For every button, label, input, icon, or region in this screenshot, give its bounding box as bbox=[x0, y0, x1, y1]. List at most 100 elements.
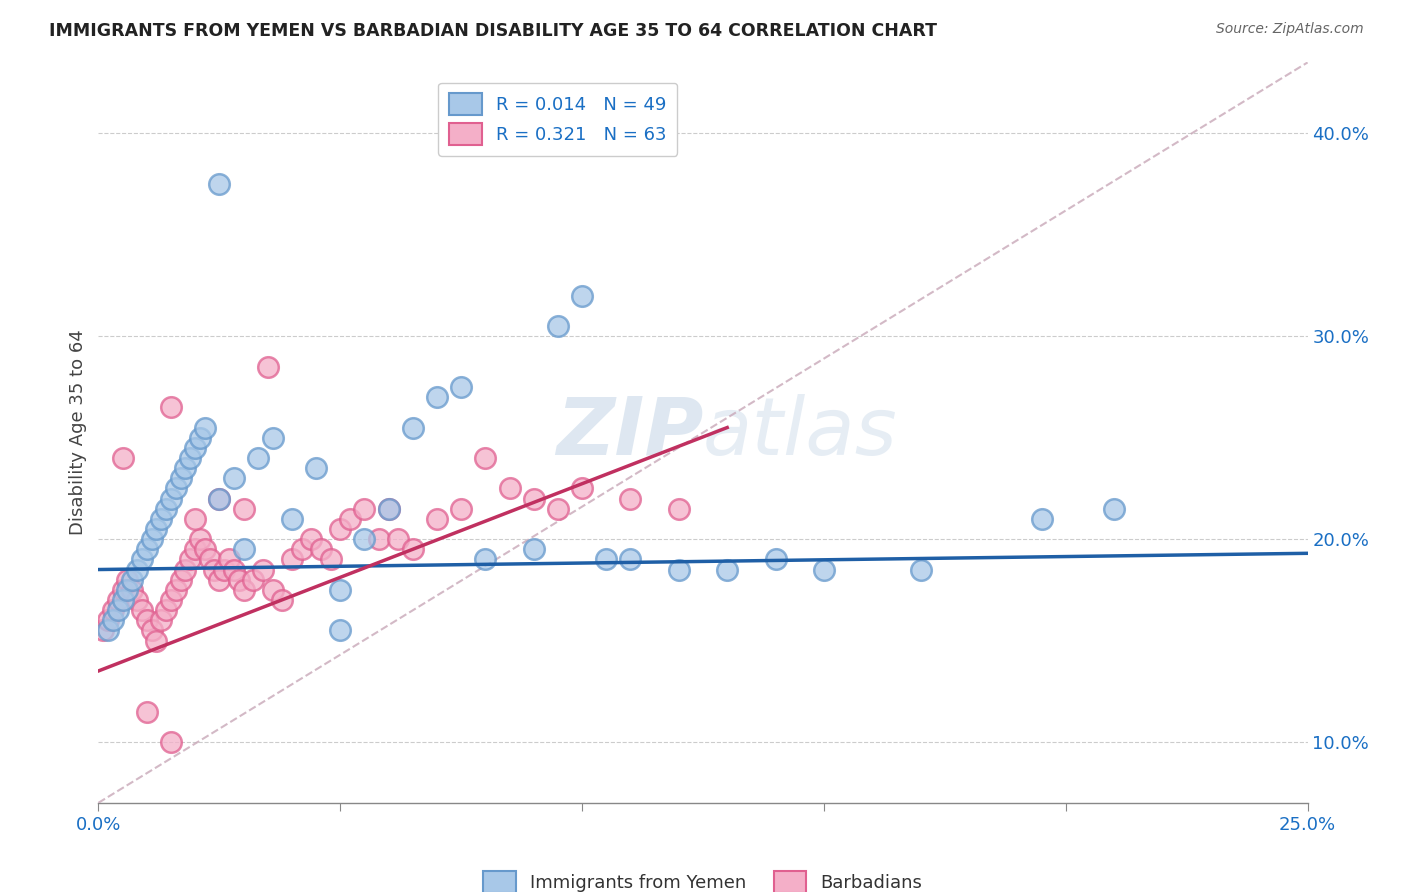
Point bbox=[813, 562, 835, 576]
Point bbox=[131, 552, 153, 566]
Text: atlas: atlas bbox=[703, 393, 898, 472]
Point bbox=[232, 582, 254, 597]
Point bbox=[232, 501, 254, 516]
Point bbox=[111, 582, 134, 597]
Point bbox=[474, 552, 496, 566]
Point bbox=[160, 735, 183, 749]
Point bbox=[160, 491, 183, 506]
Point bbox=[97, 613, 120, 627]
Point bbox=[169, 573, 191, 587]
Point bbox=[188, 431, 211, 445]
Point bbox=[228, 573, 250, 587]
Text: ZIP: ZIP bbox=[555, 393, 703, 472]
Text: IMMIGRANTS FROM YEMEN VS BARBADIAN DISABILITY AGE 35 TO 64 CORRELATION CHART: IMMIGRANTS FROM YEMEN VS BARBADIAN DISAB… bbox=[49, 22, 938, 40]
Point bbox=[426, 390, 449, 404]
Point bbox=[174, 562, 197, 576]
Point bbox=[145, 633, 167, 648]
Point bbox=[150, 512, 173, 526]
Point bbox=[353, 501, 375, 516]
Point bbox=[339, 512, 361, 526]
Point bbox=[387, 532, 409, 546]
Point bbox=[179, 552, 201, 566]
Point bbox=[232, 542, 254, 557]
Point bbox=[127, 562, 149, 576]
Point bbox=[377, 501, 399, 516]
Point bbox=[145, 522, 167, 536]
Point bbox=[208, 491, 231, 506]
Point bbox=[107, 593, 129, 607]
Point bbox=[910, 562, 932, 576]
Point bbox=[150, 613, 173, 627]
Point bbox=[165, 482, 187, 496]
Point bbox=[474, 450, 496, 465]
Point bbox=[135, 613, 157, 627]
Point bbox=[184, 512, 207, 526]
Point bbox=[222, 562, 245, 576]
Point bbox=[262, 431, 284, 445]
Point bbox=[426, 512, 449, 526]
Point bbox=[184, 542, 207, 557]
Point bbox=[194, 542, 217, 557]
Point bbox=[523, 491, 546, 506]
Point bbox=[281, 512, 304, 526]
Point bbox=[523, 542, 546, 557]
Point bbox=[547, 319, 569, 334]
Point bbox=[184, 441, 207, 455]
Point bbox=[319, 552, 342, 566]
Point bbox=[135, 542, 157, 557]
Point bbox=[111, 450, 134, 465]
Point bbox=[368, 532, 391, 546]
Point bbox=[571, 482, 593, 496]
Point bbox=[169, 471, 191, 485]
Point bbox=[247, 450, 270, 465]
Point bbox=[117, 582, 139, 597]
Point bbox=[101, 613, 124, 627]
Point bbox=[619, 491, 641, 506]
Point bbox=[281, 552, 304, 566]
Point bbox=[107, 603, 129, 617]
Point bbox=[208, 573, 231, 587]
Point bbox=[309, 542, 332, 557]
Point bbox=[571, 289, 593, 303]
Point bbox=[194, 420, 217, 434]
Point bbox=[450, 380, 472, 394]
Point bbox=[212, 562, 235, 576]
Point bbox=[155, 603, 177, 617]
Point bbox=[131, 603, 153, 617]
Point bbox=[101, 603, 124, 617]
Point bbox=[299, 532, 322, 546]
Point bbox=[329, 582, 352, 597]
Point bbox=[402, 420, 425, 434]
Point bbox=[160, 401, 183, 415]
Y-axis label: Disability Age 35 to 64: Disability Age 35 to 64 bbox=[69, 330, 87, 535]
Point bbox=[204, 562, 226, 576]
Point bbox=[547, 501, 569, 516]
Point bbox=[450, 501, 472, 516]
Point bbox=[668, 562, 690, 576]
Point bbox=[498, 482, 520, 496]
Point bbox=[619, 552, 641, 566]
Point bbox=[595, 552, 617, 566]
Point bbox=[218, 552, 240, 566]
Point bbox=[329, 624, 352, 638]
Point bbox=[188, 532, 211, 546]
Point bbox=[165, 582, 187, 597]
Point bbox=[252, 562, 274, 576]
Point bbox=[1031, 512, 1053, 526]
Point bbox=[222, 471, 245, 485]
Point bbox=[262, 582, 284, 597]
Point bbox=[127, 593, 149, 607]
Point bbox=[765, 552, 787, 566]
Point bbox=[121, 573, 143, 587]
Point bbox=[377, 501, 399, 516]
Point bbox=[141, 624, 163, 638]
Point bbox=[198, 552, 221, 566]
Point bbox=[155, 501, 177, 516]
Text: Source: ZipAtlas.com: Source: ZipAtlas.com bbox=[1216, 22, 1364, 37]
Point bbox=[141, 532, 163, 546]
Point bbox=[290, 542, 312, 557]
Point bbox=[208, 177, 231, 191]
Point bbox=[242, 573, 264, 587]
Point bbox=[111, 593, 134, 607]
Point bbox=[271, 593, 294, 607]
